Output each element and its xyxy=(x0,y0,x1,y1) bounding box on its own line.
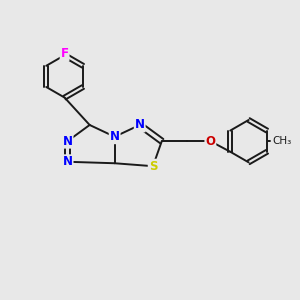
Text: N: N xyxy=(135,118,145,131)
Text: F: F xyxy=(61,47,69,60)
Text: N: N xyxy=(63,135,73,148)
Text: CH₃: CH₃ xyxy=(273,136,292,146)
Text: N: N xyxy=(110,130,120,143)
Text: S: S xyxy=(149,160,157,173)
Text: O: O xyxy=(206,135,215,148)
Text: N: N xyxy=(63,155,73,168)
